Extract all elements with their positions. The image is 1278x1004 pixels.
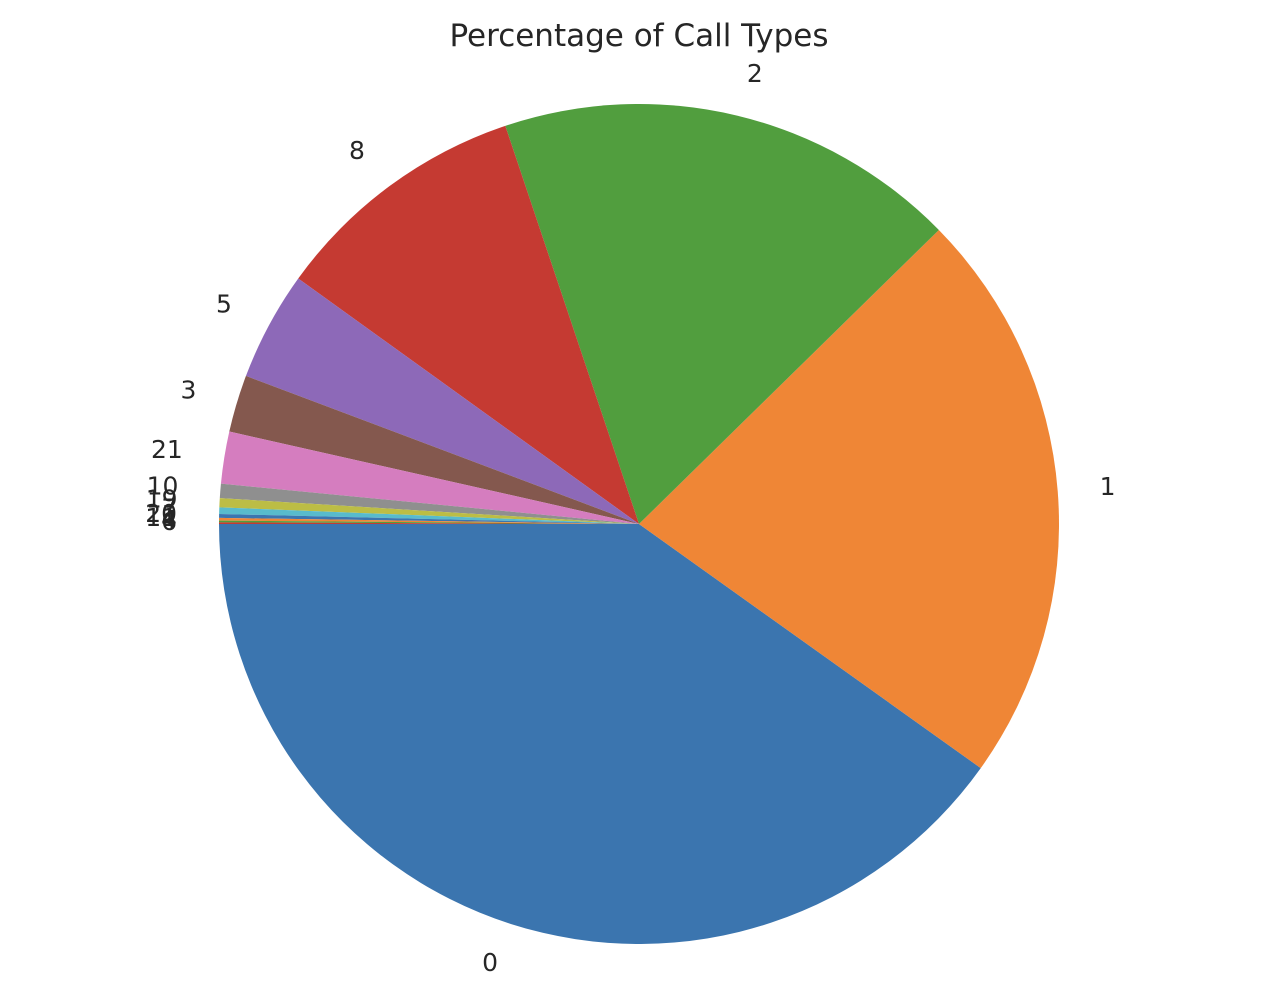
slice-label-20: 20: [145, 499, 177, 528]
slice-label-11: 11: [145, 503, 177, 532]
pie-slice-1: [639, 229, 1060, 769]
slice-label-10: 10: [147, 472, 179, 501]
slice-label-1: 1: [1100, 472, 1116, 501]
pie-slice-21: [220, 431, 639, 524]
pie-slice-7: [219, 507, 639, 524]
pie-slice-19: [219, 498, 639, 524]
pie-slice-11: [219, 517, 639, 524]
pie-slice-6: [219, 522, 639, 524]
pie-slice-0: [219, 524, 981, 945]
slice-label-4: 4: [161, 505, 177, 534]
pie-slice-20: [219, 513, 639, 524]
slice-label-21: 21: [151, 435, 183, 464]
slice-label-19: 19: [146, 485, 178, 514]
slice-label-3: 3: [181, 375, 197, 404]
pie-slice-5: [245, 278, 639, 524]
pie-slice-4: [219, 520, 639, 524]
slice-label-2: 2: [747, 59, 763, 88]
slice-label-8: 8: [349, 136, 365, 165]
slice-label-6: 6: [161, 507, 177, 536]
slice-label-5: 5: [216, 290, 232, 319]
pie-slice-10: [219, 483, 640, 524]
pie-slice-8: [298, 125, 639, 524]
chart-title: Percentage of Call Types: [449, 18, 828, 54]
pie-slice-2: [505, 103, 939, 524]
slice-label-0: 0: [482, 948, 498, 977]
slice-label-7: 7: [161, 493, 177, 522]
pie-slice-3: [229, 375, 640, 524]
pie-slices: [219, 103, 1060, 945]
